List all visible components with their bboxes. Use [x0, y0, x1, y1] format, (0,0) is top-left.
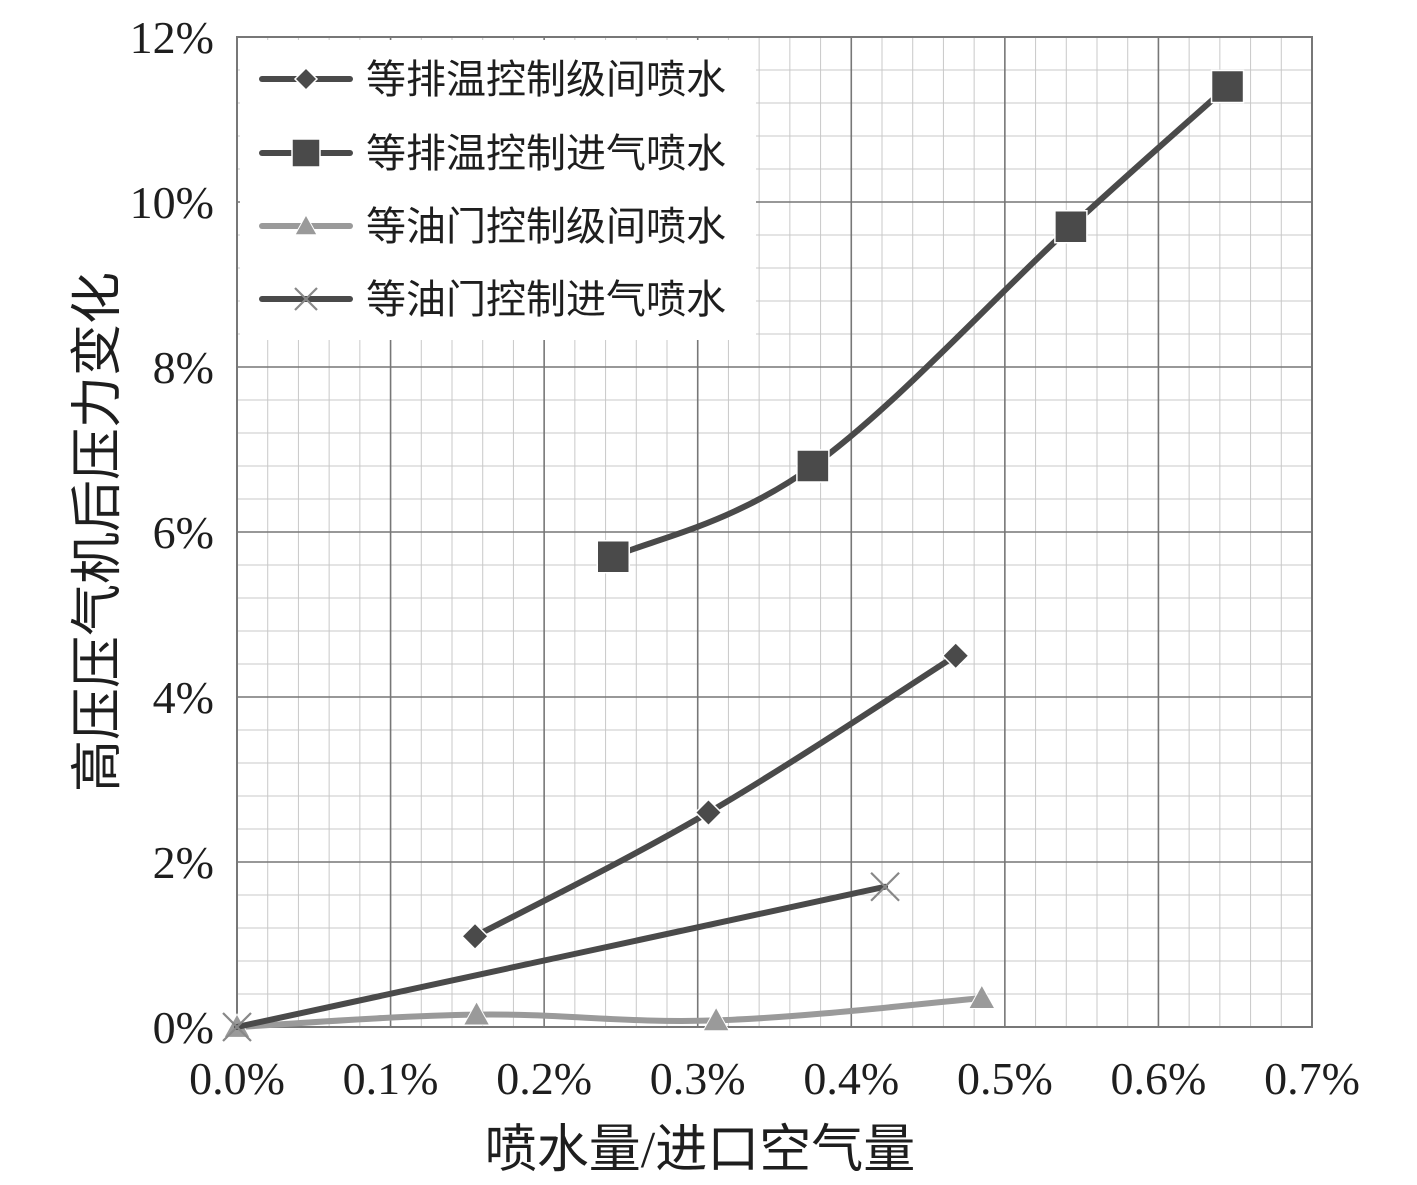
x-tick-label: 0.2%: [496, 1053, 592, 1104]
data-point-square: [1210, 69, 1245, 104]
series-2: [596, 69, 1245, 574]
y-tick-label: 12%: [130, 12, 214, 63]
data-point-square: [1054, 210, 1088, 244]
series-4: [222, 871, 900, 1042]
plot-border: [236, 36, 1313, 1028]
x-tick-label: 0.5%: [957, 1053, 1053, 1104]
y-tick-labels: 0% 2% 4% 6% 8% 10% 12%: [130, 12, 214, 1053]
data-point-x: [222, 1012, 252, 1042]
data-point-triangle: [967, 984, 996, 1010]
series-line: [234, 883, 889, 1030]
data-point-square: [596, 540, 630, 574]
series-1: [460, 641, 970, 951]
series-line: [234, 995, 985, 1030]
legend-label: 等排温控制级间喷水: [366, 57, 726, 102]
y-tick-label: 8%: [153, 342, 214, 393]
data-point-diamond: [293, 66, 319, 92]
x-tick-label: 0.3%: [650, 1053, 746, 1104]
x-tick-label: 0.0%: [189, 1053, 285, 1104]
y-tick-label: 6%: [153, 507, 214, 558]
data-point-triangle: [294, 213, 318, 236]
x-tick-label: 0.4%: [803, 1053, 899, 1104]
legend-item: 等排温控制进气喷水: [259, 131, 726, 176]
data-point-triangle: [702, 1006, 730, 1032]
y-tick-label: 0%: [153, 1002, 214, 1053]
legend-label: 等油门控制级间喷水: [366, 204, 726, 249]
legend-item: 等排温控制级间喷水: [259, 57, 726, 102]
y-axis-title: 高压压气机后压力变化: [70, 272, 127, 792]
data-point-diamond: [941, 641, 970, 670]
legend-item: 等油门控制进气喷水: [259, 277, 726, 322]
series-layer: [222, 69, 1245, 1042]
series-3: [223, 984, 996, 1038]
legend-label: 等油门控制进气喷水: [366, 277, 726, 322]
data-point-diamond: [694, 798, 723, 827]
y-tick-label: 4%: [153, 672, 214, 723]
x-tick-label: 0.7%: [1264, 1053, 1360, 1104]
series-line: [610, 83, 1231, 560]
x-tick-label: 0.6%: [1111, 1053, 1207, 1104]
data-point-diamond: [460, 922, 490, 951]
legend-box: [240, 40, 756, 340]
x-tick-labels: 0.0% 0.1% 0.2% 0.3% 0.4% 0.5% 0.6% 0.7%: [189, 1053, 1360, 1104]
data-point-square: [291, 138, 321, 168]
y-tick-label: 10%: [130, 177, 214, 228]
x-tick-label: 0.1%: [343, 1053, 439, 1104]
data-point-x: [870, 871, 900, 902]
data-point-x: [294, 287, 318, 311]
y-tick-label: 2%: [153, 837, 214, 888]
legend-item: 等油门控制级间喷水: [259, 204, 726, 249]
data-point-square: [796, 449, 830, 483]
x-axis-title: 喷水量/进口空气量: [485, 1122, 915, 1179]
data-point-triangle: [462, 1000, 491, 1026]
legend-label: 等排温控制进气喷水: [366, 131, 726, 176]
